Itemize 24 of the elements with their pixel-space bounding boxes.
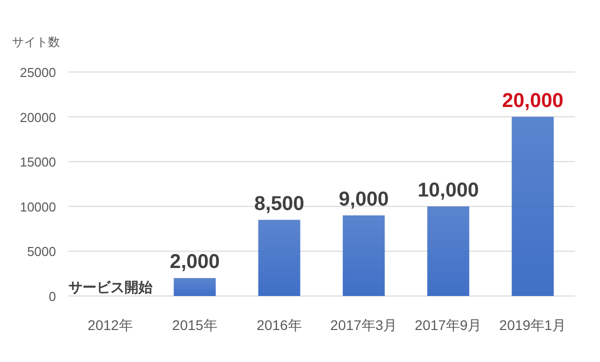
y-axis-title: サイト数 (12, 35, 60, 49)
bar (174, 278, 216, 296)
x-tick-label: 2017年9月 (414, 317, 482, 333)
x-tick-label: 2019年1月 (499, 317, 566, 333)
x-tick-label: 2016年 (256, 317, 302, 333)
data-label: 10,000 (418, 179, 479, 202)
y-tick-label: 10000 (20, 199, 56, 214)
y-tick-label: 15000 (20, 154, 56, 170)
y-tick-label: 0 (48, 289, 56, 304)
bar (342, 215, 385, 296)
x-tick-label: 2015年 (172, 317, 218, 333)
bar (427, 206, 470, 296)
y-tick-label: 5000 (27, 244, 56, 260)
y-tick-label: 20000 (20, 110, 56, 125)
y-tick-label: 25000 (20, 65, 56, 80)
x-tick-label: 2017年3月 (330, 317, 398, 333)
x-tick-label: 2012年 (88, 317, 133, 333)
data-label: サービス開始 (68, 279, 154, 295)
data-label: 2,000 (170, 251, 220, 274)
data-label: 20,000 (502, 90, 564, 112)
bar (258, 220, 300, 296)
bar (512, 116, 554, 296)
data-label: 8,500 (254, 192, 304, 215)
data-label: 9,000 (338, 188, 389, 210)
